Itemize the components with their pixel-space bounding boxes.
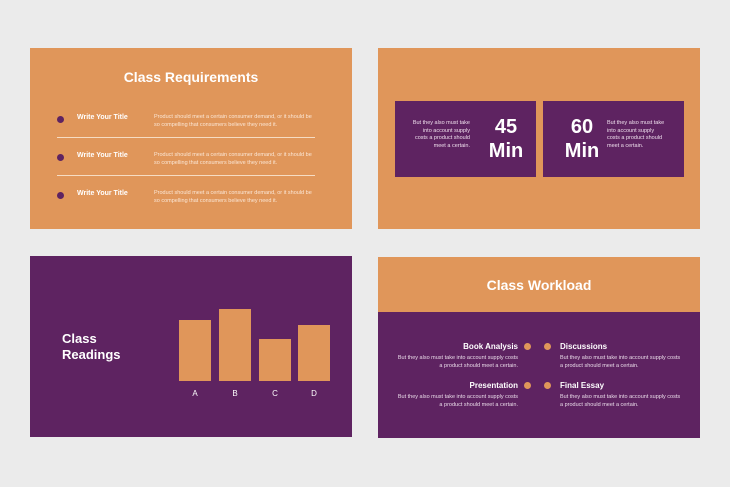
item-desc: But they also must take into account sup… xyxy=(560,355,681,369)
duration-card: But they also must take into account sup… xyxy=(395,101,536,177)
bullet-icon xyxy=(524,343,531,350)
bar-D xyxy=(298,325,330,381)
slide-title: Class Readings xyxy=(62,331,121,363)
duration-card: 60 Min But they also must take into accou… xyxy=(543,101,684,177)
duration-unit: Min xyxy=(564,140,600,162)
item-title: Presentation xyxy=(469,381,518,390)
list-item: Write Your Title Product should meet a ce… xyxy=(57,142,315,178)
item-desc: But they also must take into account sup… xyxy=(397,394,518,408)
bar-A xyxy=(179,320,211,381)
category-label: B xyxy=(232,389,238,398)
item-desc: But they also must take into account sup… xyxy=(397,355,518,369)
bar-C xyxy=(259,339,291,381)
slide-durations[interactable]: But they also must take into account sup… xyxy=(378,48,700,229)
list-item: Write Your Title Product should meet a ce… xyxy=(57,104,315,140)
bar-B xyxy=(219,309,251,381)
duration-desc: But they also must take into account sup… xyxy=(412,120,470,149)
item-title: Write Your Title xyxy=(77,114,128,121)
item-title: Book Analysis xyxy=(463,342,518,351)
duration-desc: But they also must take into account sup… xyxy=(607,120,665,149)
duration-value: 45 xyxy=(494,116,518,138)
slide-title: Class Requirements xyxy=(123,69,259,85)
bullet-icon xyxy=(524,382,531,389)
divider xyxy=(57,175,315,176)
title-line: Readings xyxy=(62,347,121,362)
category-label: D xyxy=(311,389,317,398)
item-title: Final Essay xyxy=(560,381,605,390)
title-line: Class xyxy=(62,331,97,346)
divider xyxy=(57,137,315,138)
header-band xyxy=(378,257,700,312)
slide-class-requirements[interactable]: Class Requirements Write Your Title Produ… xyxy=(30,48,352,229)
slide-title: Class Workload xyxy=(486,277,592,293)
duration-unit: Min xyxy=(488,140,524,162)
item-title: Write Your Title xyxy=(77,152,128,159)
item-title: Discussions xyxy=(560,342,608,351)
item-title: Write Your Title xyxy=(77,190,128,197)
slide-class-readings[interactable]: Class Readings A B C D xyxy=(30,256,352,437)
bullet-icon xyxy=(544,382,551,389)
item-desc: Product should meet a certain consumer d… xyxy=(154,152,312,166)
bullet-icon xyxy=(57,154,64,161)
item-desc: But they also must take into account sup… xyxy=(560,394,681,408)
list-item: Write Your Title Product should meet a ce… xyxy=(57,180,315,216)
bullet-icon xyxy=(544,343,551,350)
slide-class-workload[interactable]: Class Workload Book Analysis But they al… xyxy=(378,257,700,438)
category-label: C xyxy=(272,389,278,398)
item-desc: Product should meet a certain consumer d… xyxy=(154,114,312,128)
bullet-icon xyxy=(57,192,64,199)
duration-value: 60 xyxy=(570,116,594,138)
item-desc: Product should meet a certain consumer d… xyxy=(154,190,312,204)
category-label: A xyxy=(192,389,198,398)
bullet-icon xyxy=(57,116,64,123)
